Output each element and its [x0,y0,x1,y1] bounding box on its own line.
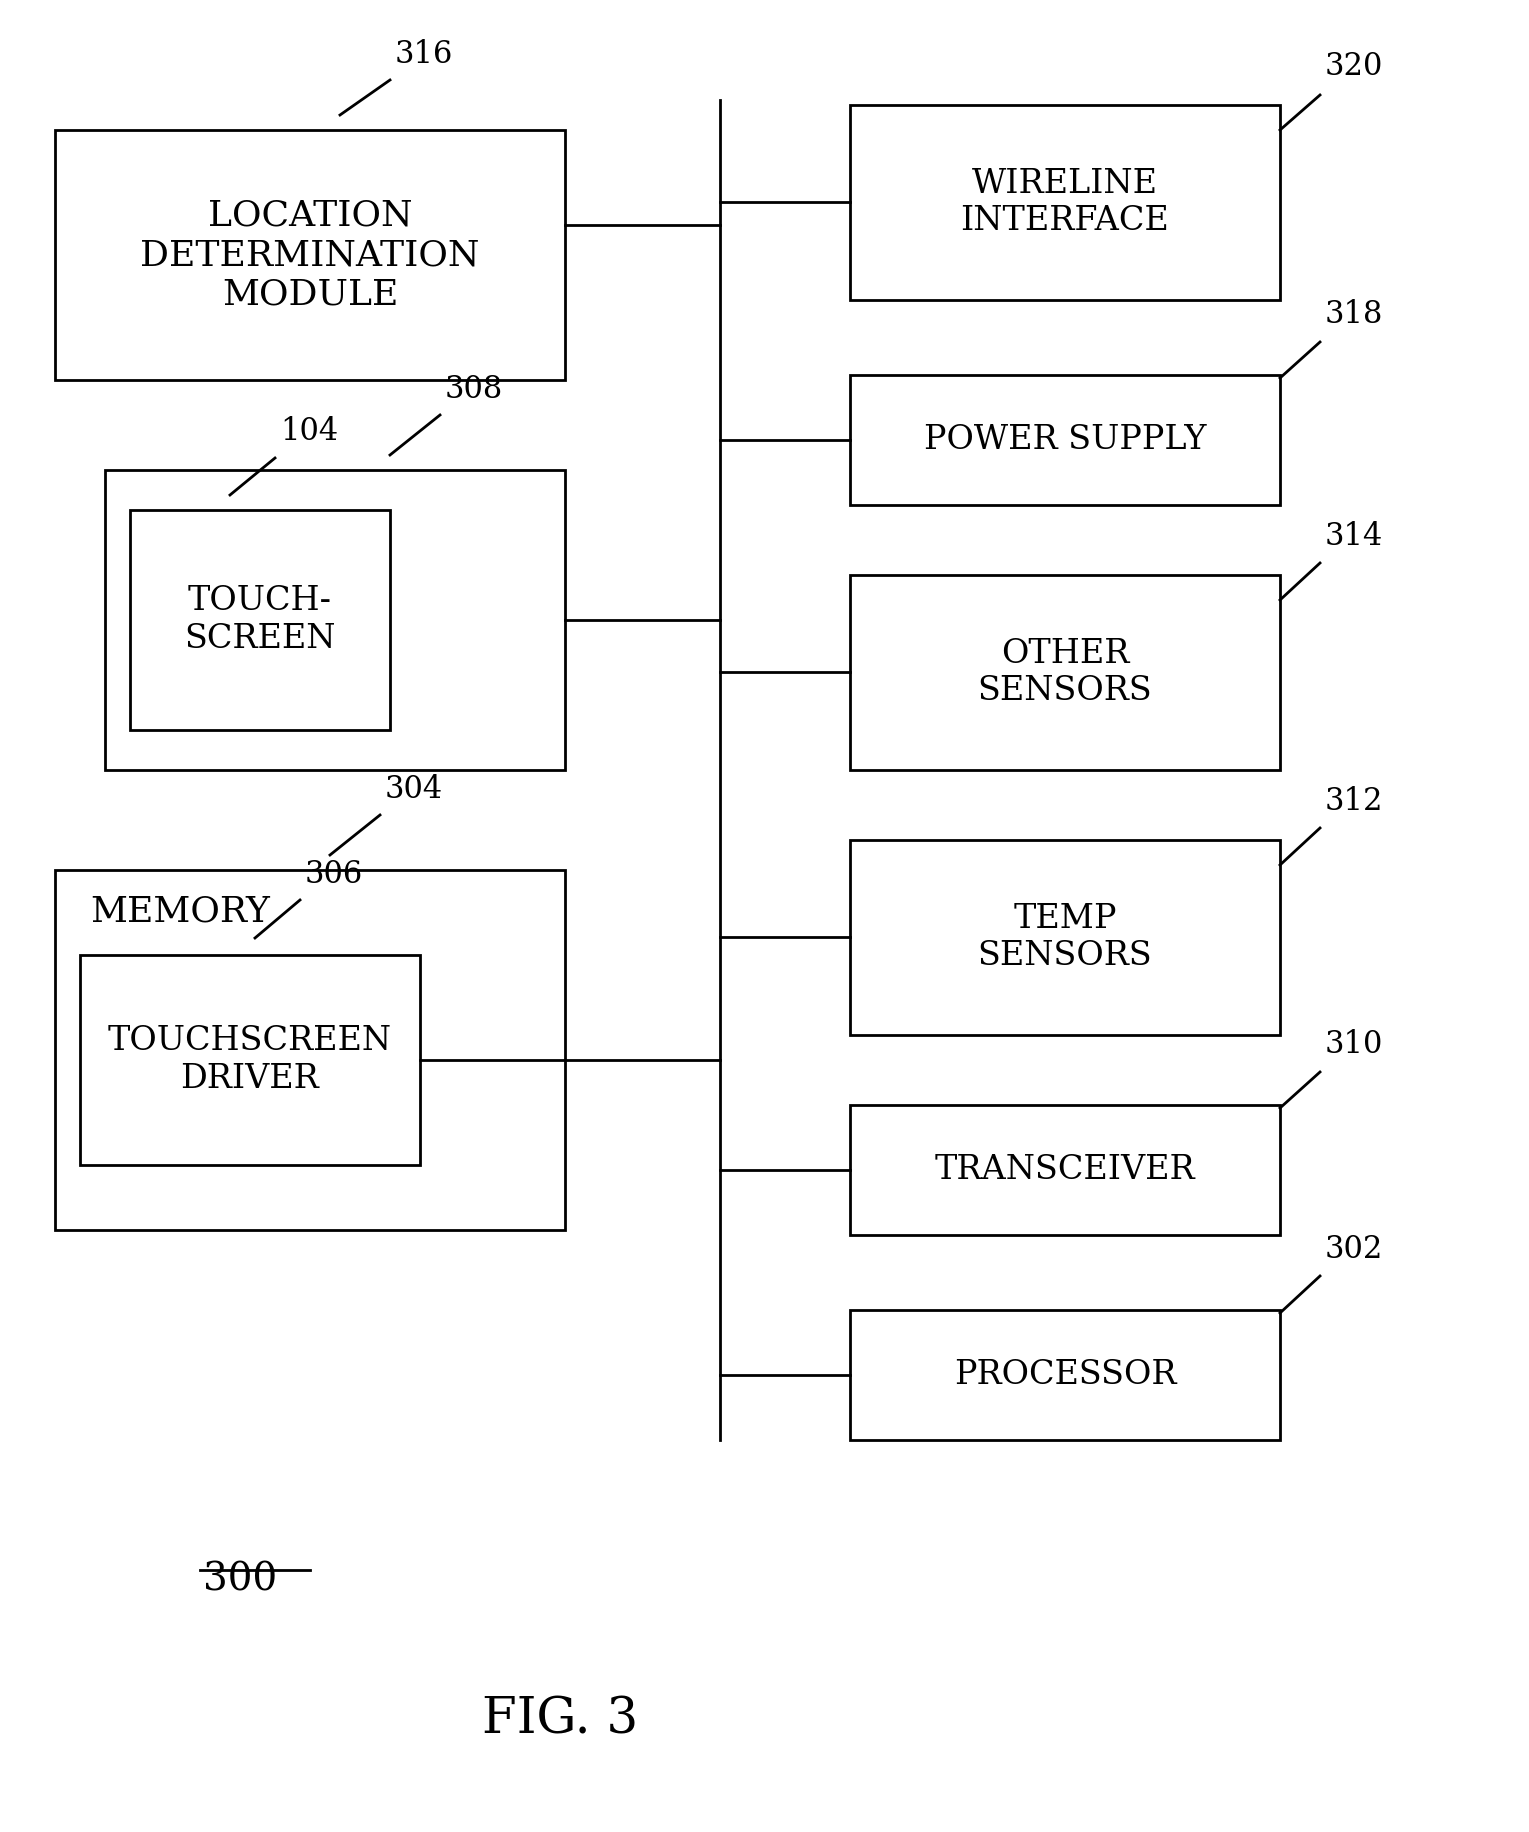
Bar [850,575,1280,769]
Text: TOUCHSCREEN
DRIVER: TOUCHSCREEN DRIVER [109,1026,391,1094]
Text: 104: 104 [280,416,338,447]
Text: 308: 308 [445,374,503,405]
Bar [106,471,566,769]
Text: LOCATION
DETERMINATION
MODULE: LOCATION DETERMINATION MODULE [141,198,480,311]
Text: TOUCH-
SCREEN: TOUCH- SCREEN [185,586,336,654]
Bar [850,376,1280,506]
Text: 306: 306 [304,859,364,890]
Bar [55,870,566,1229]
Text: FIG. 3: FIG. 3 [482,1695,638,1744]
Text: 310: 310 [1326,1030,1384,1061]
Text: TEMP
SENSORS: TEMP SENSORS [977,903,1153,973]
Bar [850,104,1280,300]
Bar [80,954,420,1165]
Text: 318: 318 [1326,299,1384,330]
Bar [850,1105,1280,1235]
Text: MEMORY: MEMORY [90,896,271,929]
Text: 304: 304 [385,773,443,804]
Text: PROCESSOR: PROCESSOR [954,1359,1176,1390]
Bar [55,130,566,379]
Text: 320: 320 [1326,51,1384,82]
Bar [130,509,390,729]
Text: 314: 314 [1326,520,1384,551]
Bar [850,1310,1280,1440]
Text: 302: 302 [1326,1235,1384,1266]
Bar [850,841,1280,1035]
Text: 300: 300 [203,1561,277,1599]
Text: OTHER
SENSORS: OTHER SENSORS [977,638,1153,707]
Text: POWER SUPPLY: POWER SUPPLY [924,423,1206,456]
Text: 316: 316 [394,38,454,70]
Text: WIRELINE
INTERFACE: WIRELINE INTERFACE [960,169,1170,236]
Text: 312: 312 [1326,786,1384,817]
Text: TRANSCEIVER: TRANSCEIVER [934,1154,1196,1185]
